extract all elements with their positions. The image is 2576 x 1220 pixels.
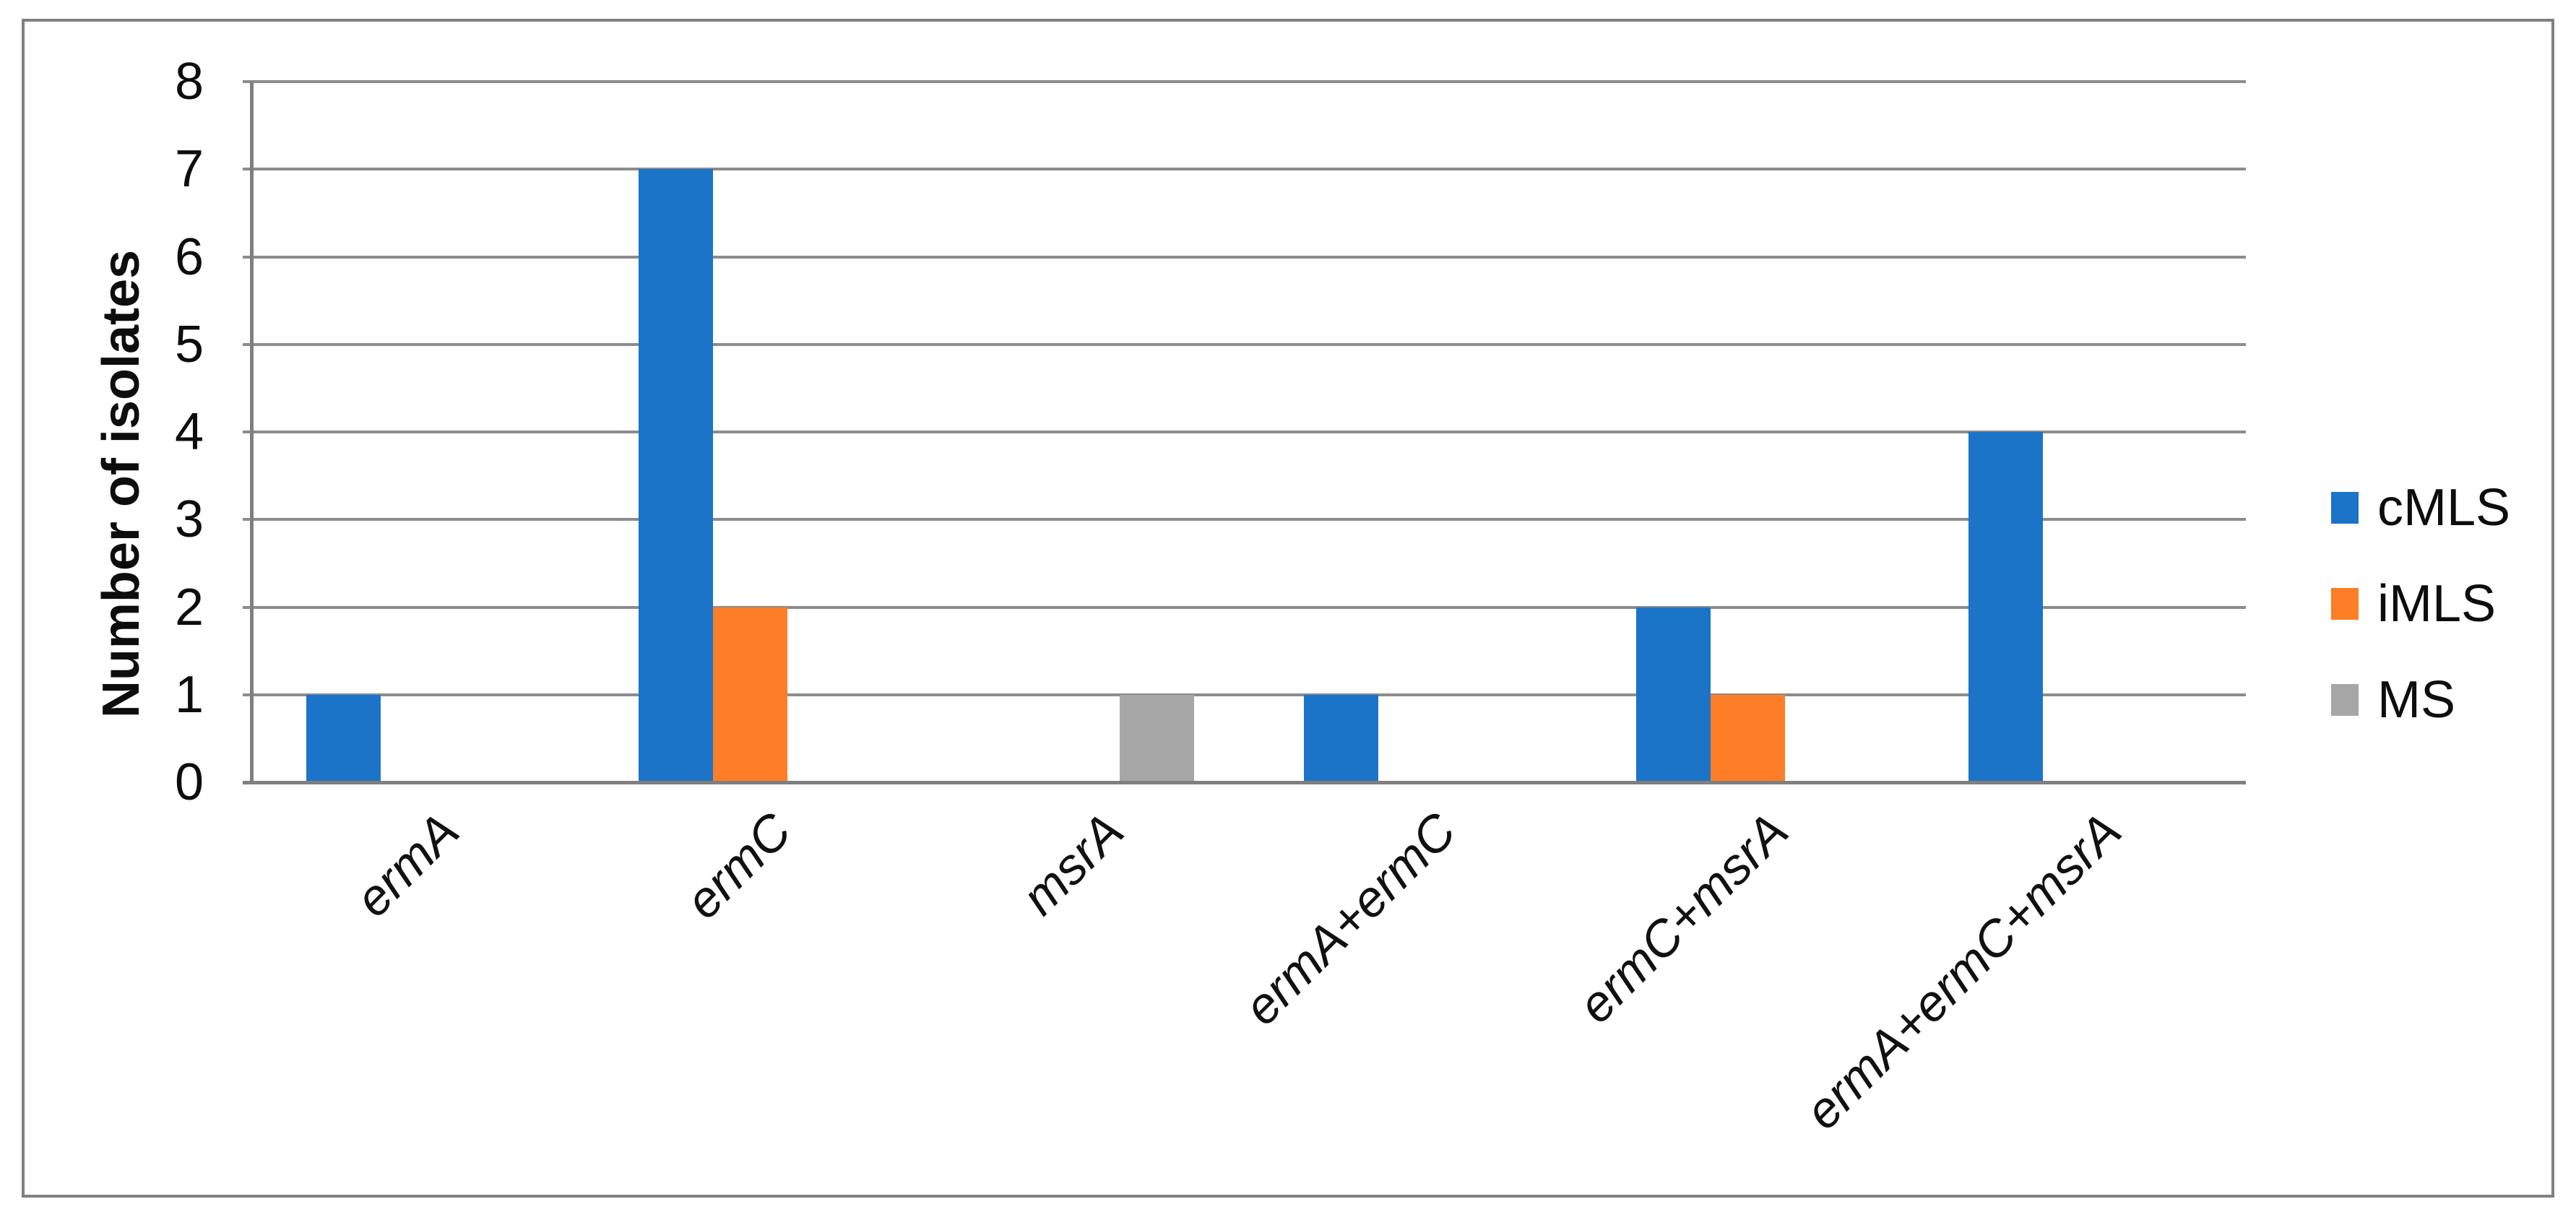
y-axis-line bbox=[250, 82, 254, 784]
x-tick-label-ermA+ermC: ermA+ermC bbox=[1233, 802, 1467, 1036]
bar-cMLS-ermA+ermC+msrA bbox=[1968, 432, 2043, 782]
x-tick-label-ermA: ermA bbox=[344, 802, 470, 928]
gridline-y-4 bbox=[243, 431, 2246, 433]
y-tick-label-3: 3 bbox=[174, 490, 204, 549]
x-axis-line bbox=[243, 781, 2246, 784]
gridline-y-8 bbox=[243, 80, 2246, 83]
y-tick-label-8: 8 bbox=[174, 53, 204, 111]
bar-cMLS-ermA+ermC bbox=[1304, 694, 1378, 782]
gridline-y-7 bbox=[243, 168, 2246, 171]
y-tick-label-7: 7 bbox=[174, 140, 204, 199]
y-tick-label-1: 1 bbox=[174, 665, 204, 724]
bar-iMLS-ermC bbox=[713, 607, 787, 782]
legend-item-cMLS: cMLS bbox=[2331, 478, 2510, 537]
y-tick-label-6: 6 bbox=[174, 228, 204, 286]
legend-item-MS: MS bbox=[2331, 670, 2455, 730]
gridline-y-5 bbox=[243, 342, 2246, 346]
legend-item-iMLS: iMLS bbox=[2331, 574, 2496, 633]
x-tick-label-ermC: ermC bbox=[674, 802, 802, 930]
bar-cMLS-ermC+msrA bbox=[1636, 607, 1711, 782]
legend-label-cMLS: cMLS bbox=[2377, 479, 2511, 537]
legend-swatch-MS bbox=[2331, 684, 2359, 716]
y-tick-label-2: 2 bbox=[174, 578, 204, 636]
bar-cMLS-ermC bbox=[639, 169, 713, 782]
legend-swatch-iMLS bbox=[2331, 588, 2359, 620]
x-tick-label-msrA: msrA bbox=[1011, 802, 1135, 926]
legend-swatch-cMLS bbox=[2331, 492, 2359, 524]
gridline-y-1 bbox=[243, 693, 2246, 696]
bar-cMLS-ermA bbox=[306, 694, 381, 782]
gridline-y-2 bbox=[243, 605, 2246, 609]
figure-border bbox=[22, 19, 2554, 1198]
y-tick-label-5: 5 bbox=[174, 315, 204, 373]
x-tick-label-ermC+msrA: ermC+msrA bbox=[1567, 802, 1799, 1034]
gridline-y-6 bbox=[243, 255, 2246, 259]
gridline-y-3 bbox=[243, 518, 2246, 522]
legend-label-iMLS: iMLS bbox=[2377, 575, 2497, 633]
bar-MS-msrA bbox=[1120, 694, 1194, 782]
y-tick-label-0: 0 bbox=[174, 753, 204, 811]
legend-label-MS: MS bbox=[2377, 671, 2455, 729]
x-tick-label-ermA+ermC+msrA: ermA+ermC+msrA bbox=[1793, 802, 2132, 1141]
y-axis-title: Number of isolates bbox=[92, 249, 150, 719]
bar-iMLS-ermC+msrA bbox=[1711, 694, 1785, 782]
y-tick-label-4: 4 bbox=[174, 403, 204, 461]
